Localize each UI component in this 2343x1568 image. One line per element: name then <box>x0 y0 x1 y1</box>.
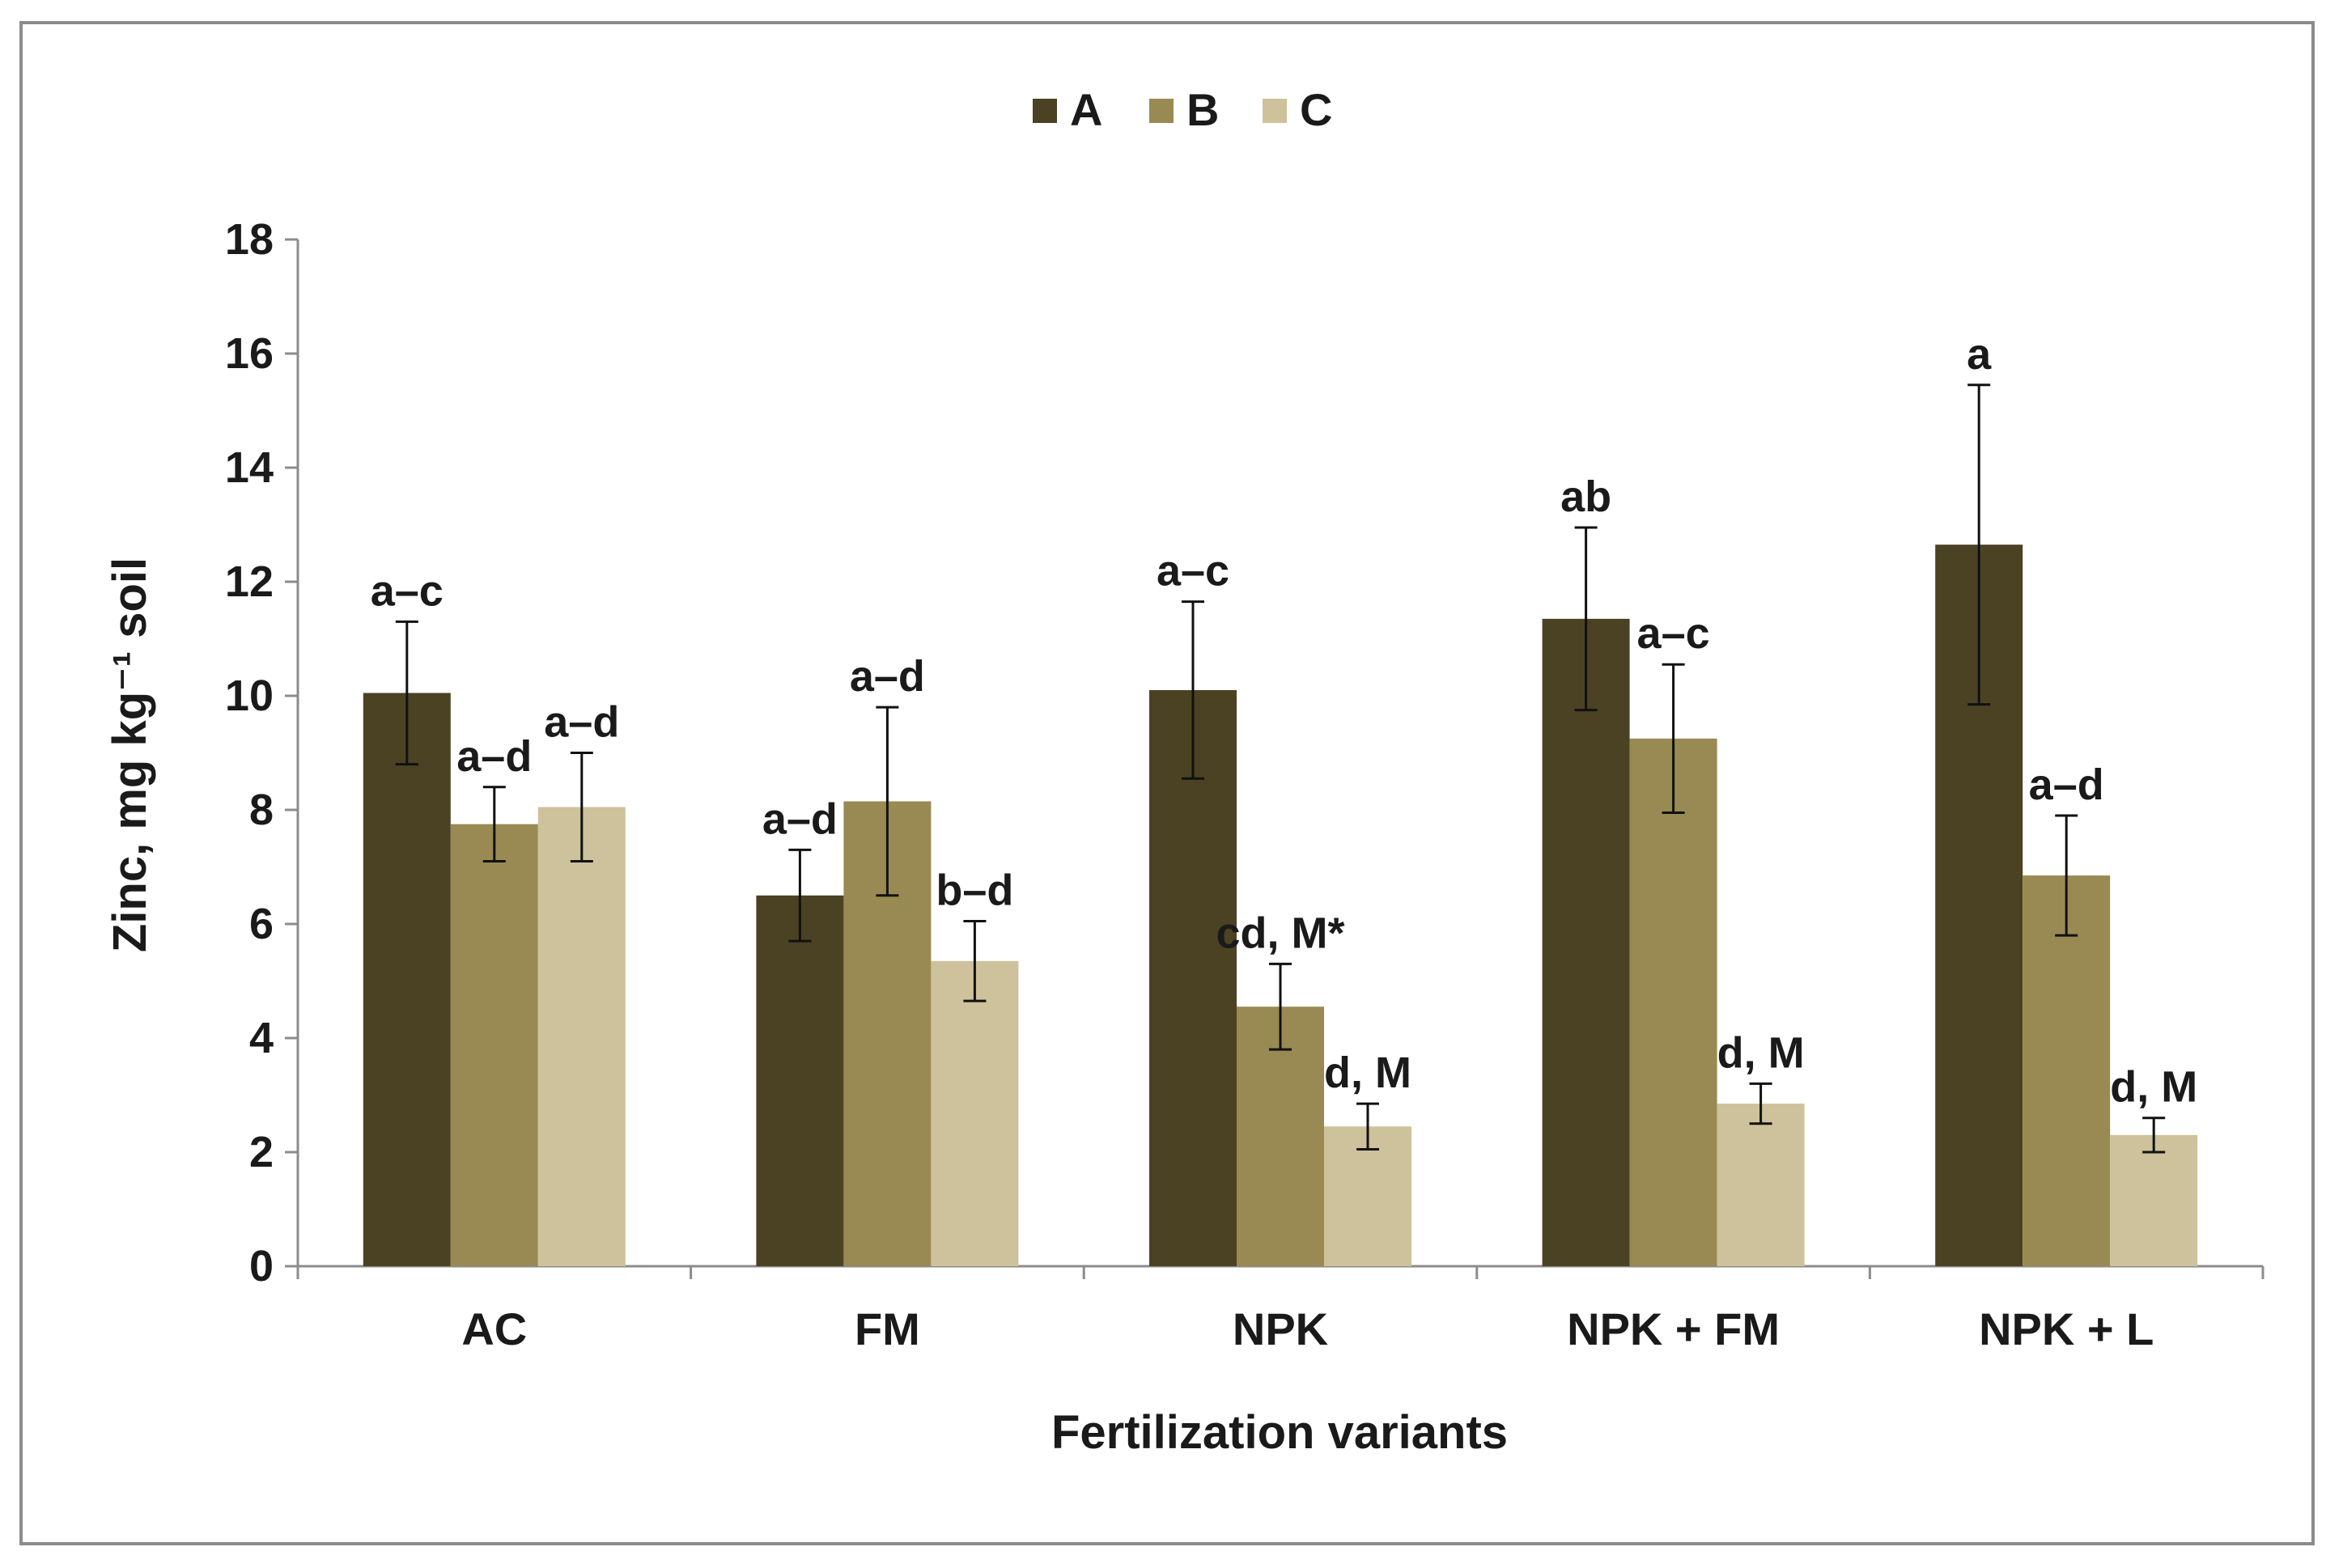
bar-c <box>2110 1134 2198 1266</box>
bars <box>363 545 2198 1266</box>
legend: A B C <box>1033 84 1332 135</box>
legend-label-b: B <box>1186 84 1219 135</box>
legend-swatch-a <box>1033 99 1057 123</box>
y-tick-label: 2 <box>249 1128 274 1176</box>
data-annotation: a–d <box>850 652 925 701</box>
x-tick-label: NPK + FM <box>1567 1303 1780 1354</box>
data-annotation: a–c <box>1637 609 1710 658</box>
bar-c <box>931 960 1019 1266</box>
y-tick-label: 16 <box>225 329 274 378</box>
x-tick-label: NPK + L <box>1979 1303 2154 1354</box>
data-annotation: a–d <box>544 698 619 747</box>
data-annotation: a–d <box>2029 761 2104 809</box>
y-tick-label: 4 <box>249 1014 274 1062</box>
bar-b <box>2023 875 2111 1266</box>
bar-b <box>1629 738 1717 1266</box>
bar-c <box>537 807 626 1266</box>
bar-c <box>1717 1104 1805 1266</box>
y-tick-label: 0 <box>249 1242 274 1290</box>
x-tick-label: FM <box>855 1303 920 1354</box>
y-tick-label: 10 <box>225 672 274 720</box>
data-annotation: a–c <box>371 566 444 615</box>
data-annotation: a–d <box>762 795 838 843</box>
y-tick-label: 8 <box>249 786 274 834</box>
y-axis-title: Zinc, mg kg⁻¹ soil <box>104 557 156 952</box>
x-axis: AC FM NPK NPK + FM NPK + L <box>296 1265 2264 1354</box>
bar-a <box>1149 689 1237 1266</box>
error-bars <box>395 384 2166 1154</box>
data-annotation: a–d <box>456 732 532 781</box>
y-tick-label: 18 <box>225 215 274 264</box>
data-annotation: a <box>1967 330 1992 379</box>
x-tick-label: NPK <box>1233 1303 1328 1354</box>
bar-a <box>756 895 844 1266</box>
y-tick-label: 14 <box>225 443 274 492</box>
y-axis: 0 2 4 6 8 10 12 14 16 18 <box>225 215 299 1290</box>
data-annotation: d, M <box>2110 1063 2197 1112</box>
legend-label-a: A <box>1070 84 1102 135</box>
bar-b <box>450 824 538 1266</box>
data-annotation: d, M <box>1717 1028 1805 1077</box>
y-tick-label: 12 <box>225 557 274 606</box>
data-annotation: ab <box>1560 473 1611 521</box>
data-annotation: cd, M* <box>1216 909 1344 957</box>
x-axis-title: Fertilization variants <box>1051 1406 1508 1459</box>
legend-swatch-c <box>1263 99 1287 123</box>
legend-label-c: C <box>1300 84 1332 135</box>
y-tick-label: 6 <box>249 900 274 948</box>
data-annotation: b–d <box>936 866 1013 914</box>
data-annotation: a–c <box>1157 547 1229 595</box>
x-tick-label: AC <box>461 1303 527 1354</box>
bar-a <box>363 693 451 1266</box>
bar-a <box>1542 618 1630 1266</box>
legend-swatch-b <box>1149 99 1174 123</box>
data-annotation: d, M <box>1324 1049 1411 1097</box>
